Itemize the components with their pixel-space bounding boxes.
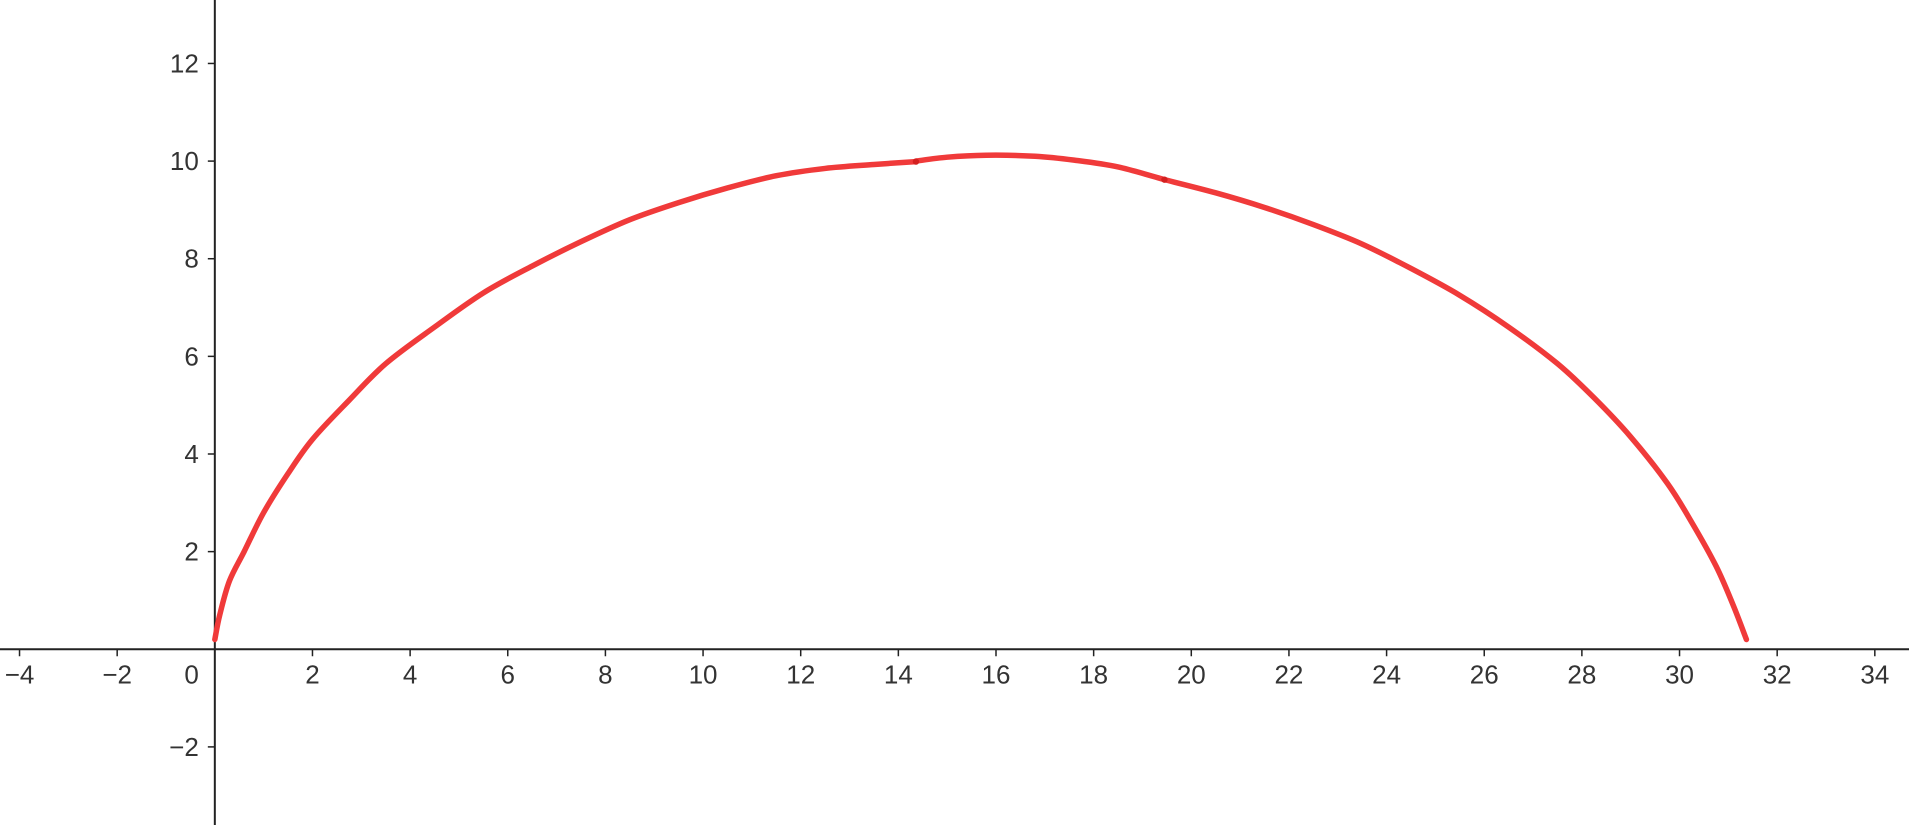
x-tick-label: 22 (1274, 659, 1303, 689)
y-tick-label: 6 (184, 341, 198, 371)
origin-label: 0 (184, 659, 198, 689)
x-tick-label: 18 (1079, 659, 1108, 689)
x-tick-label: 2 (305, 659, 319, 689)
curve-segment-3[interactable] (1161, 176, 1750, 643)
x-tick-label: 34 (1860, 659, 1889, 689)
curve-segment-2[interactable] (913, 152, 1168, 183)
x-tick-label: 12 (786, 659, 815, 689)
curve-points[interactable] (912, 158, 1168, 183)
x-tick-label: 28 (1567, 659, 1596, 689)
curve-point-1[interactable] (912, 158, 920, 165)
y-tick-label: 12 (170, 48, 199, 78)
x-tick-label: 30 (1665, 659, 1694, 689)
x-tick-label: 6 (501, 659, 515, 689)
x-axis-ticks: −4 −2 2 4 6 8 10 12 14 16 18 20 22 24 26 28 30 32 34 (5, 649, 1889, 689)
x-tick-label: 26 (1470, 659, 1499, 689)
curve-segment-1[interactable] (212, 158, 919, 643)
y-tick-label: 10 (170, 146, 199, 176)
x-tick-label: 32 (1763, 659, 1792, 689)
curve-point-2[interactable] (1161, 176, 1168, 183)
x-tick-label: −2 (102, 659, 132, 689)
y-axis-ticks: −2 2 4 6 8 10 12 (169, 48, 215, 762)
x-tick-label: 24 (1372, 659, 1401, 689)
x-tick-label: 10 (689, 659, 718, 689)
y-tick-label: 2 (184, 537, 198, 567)
x-tick-label: −4 (5, 659, 35, 689)
curve-series[interactable] (212, 152, 1750, 643)
x-tick-label: 20 (1177, 659, 1206, 689)
x-tick-label: 16 (982, 659, 1011, 689)
y-tick-label: −2 (169, 732, 199, 762)
x-tick-label: 14 (884, 659, 913, 689)
x-tick-label: 4 (403, 659, 417, 689)
y-tick-label: 8 (184, 244, 198, 274)
y-tick-label: 4 (184, 439, 198, 469)
x-tick-label: 8 (598, 659, 612, 689)
